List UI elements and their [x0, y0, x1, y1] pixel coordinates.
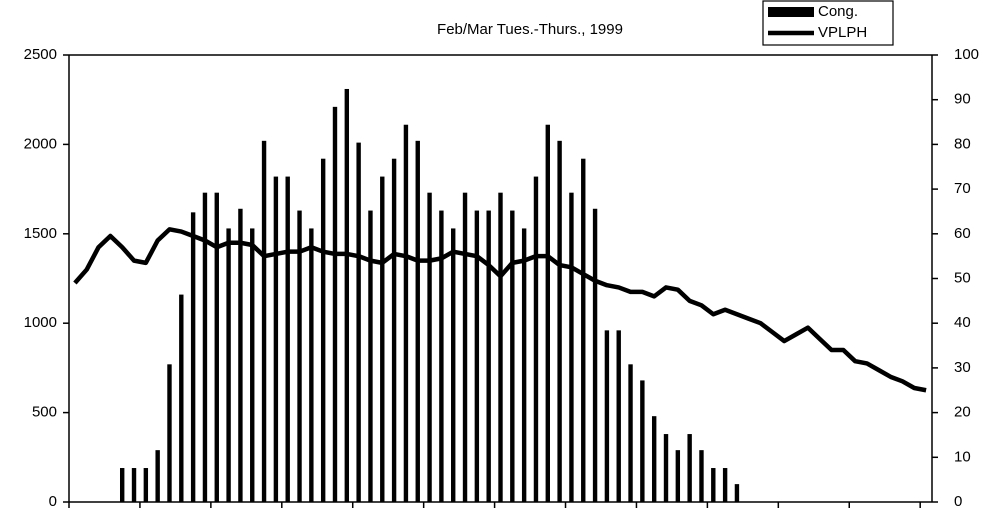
bar [261, 140, 267, 502]
bar [190, 212, 196, 502]
bar [604, 330, 610, 502]
bar [202, 192, 208, 502]
bar [545, 124, 550, 503]
y2-tick-label: 70 [954, 180, 971, 197]
y2-tick-label: 30 [954, 359, 971, 376]
y2-tick-label: 60 [954, 225, 971, 242]
bar [557, 140, 562, 502]
bar [250, 228, 255, 502]
bar [309, 228, 314, 502]
bar [143, 468, 149, 502]
y2-tick-label: 50 [954, 269, 971, 286]
bar [581, 158, 586, 503]
bar [273, 176, 279, 503]
y2-tick-label: 40 [954, 314, 971, 331]
bar [651, 416, 657, 502]
bar [521, 228, 527, 502]
line [73, 227, 927, 393]
bar [344, 88, 350, 503]
bar [226, 228, 231, 502]
bar [533, 176, 539, 503]
bar [510, 210, 515, 502]
bar [687, 434, 692, 502]
bar [722, 468, 728, 502]
bar [569, 192, 574, 502]
bar [699, 450, 704, 502]
y2-tick-label: 100 [954, 46, 979, 63]
bar [462, 192, 468, 502]
bar [297, 210, 302, 502]
bar [675, 450, 681, 502]
legend-label: Cong. [818, 3, 858, 20]
y-tick-label: 2500 [24, 46, 57, 63]
y-tick-label: 1000 [24, 314, 57, 331]
bar [356, 142, 361, 502]
legend-box [762, 0, 894, 46]
bar [711, 468, 716, 502]
bar [734, 484, 740, 502]
bar [628, 364, 633, 502]
y2-tick-label: 20 [954, 404, 971, 421]
bar [592, 208, 598, 502]
bar [439, 210, 444, 502]
chart-title: Feb/Mar Tues.-Thurs., 1999 [437, 21, 623, 38]
bar [640, 380, 645, 502]
bar [403, 124, 409, 503]
bar [474, 210, 480, 502]
bar [179, 294, 184, 502]
bar [415, 140, 420, 502]
y-tick-label: 2000 [24, 135, 57, 152]
bar [320, 158, 326, 503]
y2-tick-label: 0 [954, 493, 962, 510]
y2-tick-label: 90 [954, 91, 971, 108]
bar [380, 176, 385, 503]
y-tick-label: 0 [49, 493, 57, 510]
y2-tick-label: 80 [954, 135, 971, 152]
bar [451, 228, 456, 502]
bar [119, 468, 125, 502]
bar [616, 330, 621, 502]
legend-swatch [768, 7, 814, 17]
legend-label: VPLPH [818, 24, 867, 41]
bar [663, 434, 669, 502]
bar [214, 192, 219, 502]
bar [167, 364, 172, 502]
y-tick-label: 1500 [24, 225, 57, 242]
y2-tick-label: 10 [954, 448, 971, 465]
bar [155, 450, 160, 502]
bar [332, 106, 338, 503]
bar [486, 210, 491, 502]
bar [285, 176, 290, 503]
bar [368, 210, 373, 502]
legend: Cong. VPLPH [762, 0, 894, 46]
bar [391, 158, 397, 503]
bar [131, 468, 137, 502]
bar [498, 192, 503, 502]
bar [427, 192, 432, 502]
bar [238, 208, 243, 502]
y-tick-label: 500 [32, 404, 57, 421]
